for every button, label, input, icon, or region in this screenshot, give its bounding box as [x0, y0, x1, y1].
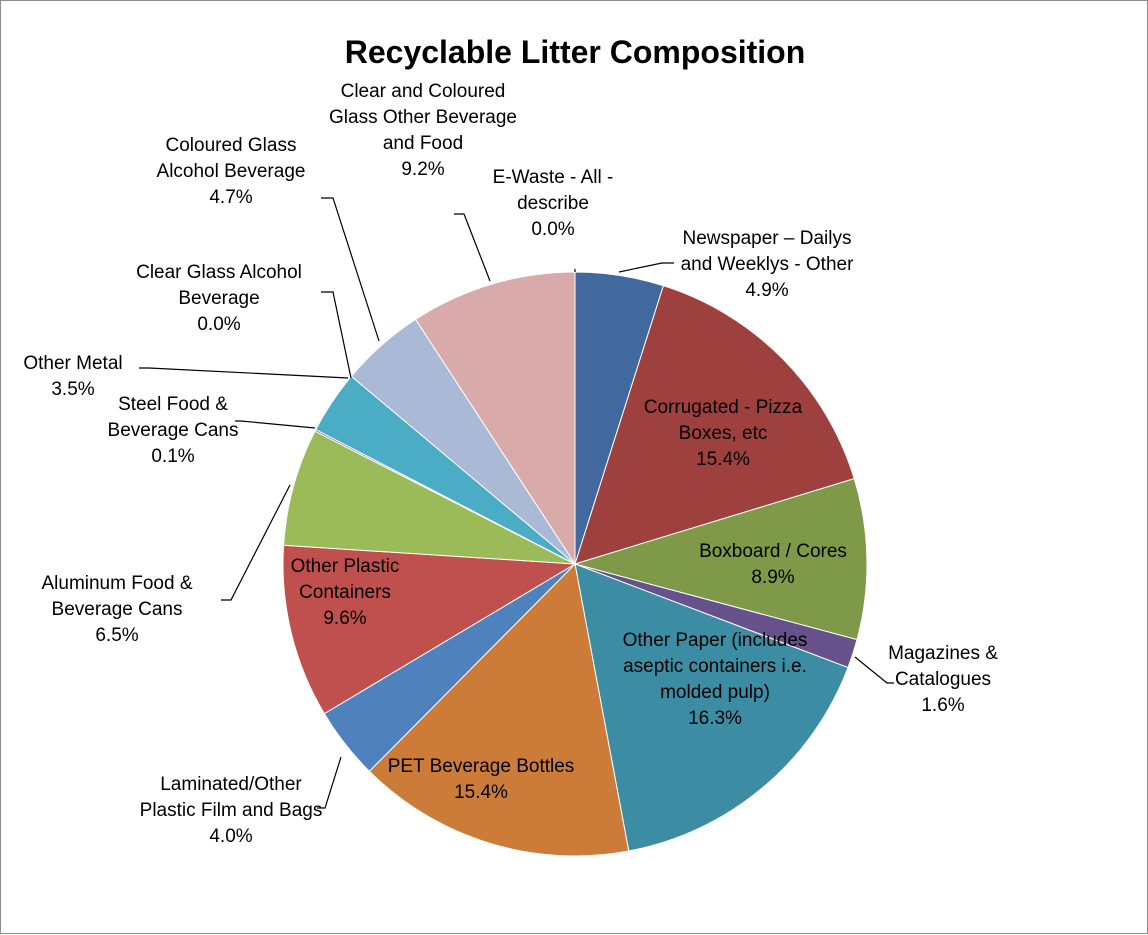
- data-label-other-plastic-containers: Other Plastic Containers 9.6%: [291, 556, 400, 629]
- pie-slice-corrugated-pizza-boxes-etc: [574, 285, 855, 565]
- data-label-line: 8.9%: [751, 567, 794, 588]
- data-label-line: 4.9%: [745, 280, 788, 301]
- data-label-line: 3.5%: [51, 379, 94, 400]
- data-label-clear-and-coloured-glass-other-beverage-and-food: Clear and Coloured Glass Other Beverage an…: [329, 81, 517, 180]
- data-labels: Newspaper – Dailys and Weeklys - Other 4.9…: [23, 81, 998, 847]
- data-label-clear-glass-alcohol-beverage: Clear Glass Alcohol Beverage 0.0%: [136, 262, 302, 335]
- data-label-other-paper-includes-aseptic-containers-i-e-molded-pulp: Other Paper (includes aseptic containers …: [623, 630, 808, 729]
- data-label-line: Boxes, etc: [679, 423, 768, 444]
- data-label-line: 0.0%: [531, 219, 574, 240]
- data-label-line: Corrugated - Pizza: [644, 397, 803, 418]
- data-label-line: Beverage: [178, 288, 259, 309]
- data-label-aluminum-food-beverage-cans: Aluminum Food & Beverage Cans 6.5%: [41, 573, 192, 646]
- data-label-line: and Weeklys - Other: [681, 254, 855, 275]
- data-label-line: Newspaper – Dailys: [683, 228, 852, 249]
- data-label-line: PET Beverage Bottles: [388, 756, 575, 777]
- leader-line-clear-and-coloured-glass-other-beverage-and-food: [454, 213, 491, 282]
- data-label-line: Other Metal: [23, 353, 122, 374]
- data-label-e-waste-all-describe: E-Waste - All - describe 0.0%: [493, 167, 614, 240]
- data-label-boxboard-cores: Boxboard / Cores 8.9%: [699, 541, 847, 588]
- data-label-laminated-other-plastic-film-and-bags: Laminated/Other Plastic Film and Bags 4.0%: [140, 774, 323, 847]
- data-label-line: Boxboard / Cores: [699, 541, 847, 562]
- data-label-line: 9.6%: [323, 608, 366, 629]
- data-label-line: 6.5%: [95, 625, 138, 646]
- leader-line-other-metal: [139, 367, 349, 379]
- pie-slice-other-plastic-containers: [282, 544, 577, 715]
- data-label-corrugated-pizza-boxes-etc: Corrugated - Pizza Boxes, etc 15.4%: [644, 397, 803, 470]
- data-label-line: 4.0%: [209, 826, 252, 847]
- leader-lines: [139, 197, 894, 809]
- pie-slice-aluminum-food-beverage-cans: [283, 430, 576, 565]
- data-label-line: molded pulp): [660, 682, 770, 703]
- data-label-line: Glass Other Beverage: [329, 107, 517, 128]
- data-label-pet-beverage-bottles: PET Beverage Bottles 15.4%: [388, 756, 575, 803]
- data-label-line: 15.4%: [454, 782, 508, 803]
- pie-slice-pet-beverage-bottles: [368, 562, 630, 857]
- chart-title: Recyclable Litter Composition: [345, 34, 806, 70]
- data-label-line: describe: [517, 193, 589, 214]
- data-label-line: Magazines &: [888, 643, 998, 664]
- data-label-line: and Food: [383, 133, 463, 154]
- data-label-line: Clear and Coloured: [341, 81, 506, 102]
- leader-line-clear-glass-alcohol-beverage: [321, 291, 352, 379]
- pie-slice-other-paper-includes-aseptic-containers-i-e-molded-pulp: [574, 563, 849, 852]
- data-label-line: 15.4%: [696, 449, 750, 470]
- data-label-line: Other Paper (includes: [623, 630, 808, 651]
- data-label-line: Plastic Film and Bags: [140, 800, 323, 821]
- data-label-line: Laminated/Other: [160, 774, 302, 795]
- data-label-line: 4.7%: [209, 187, 252, 208]
- data-label-line: Steel Food &: [118, 394, 228, 415]
- data-label-coloured-glass-alcohol-beverage: Coloured Glass Alcohol Beverage 4.7%: [157, 135, 306, 208]
- data-label-line: Beverage Cans: [108, 420, 239, 441]
- data-label-line: aseptic containers i.e.: [623, 656, 807, 677]
- data-label-line: Clear Glass Alcohol: [136, 262, 302, 283]
- leader-line-newspaper-dailys-and-weeklys-other: [618, 262, 674, 273]
- data-label-line: Alcohol Beverage: [157, 161, 306, 182]
- data-label-line: Catalogues: [895, 669, 991, 690]
- data-label-magazines-catalogues: Magazines & Catalogues 1.6%: [888, 643, 998, 716]
- data-label-line: Coloured Glass: [166, 135, 297, 156]
- data-label-line: Aluminum Food &: [41, 573, 192, 594]
- data-label-line: Beverage Cans: [52, 599, 183, 620]
- leader-line-laminated-other-plastic-film-and-bags: [317, 756, 342, 809]
- pie-slice-clear-and-coloured-glass-other-beverage-and-food: [414, 271, 576, 566]
- pie-slices: [282, 271, 868, 857]
- data-label-line: E-Waste - All -: [493, 167, 614, 188]
- data-label-line: 16.3%: [688, 708, 742, 729]
- data-label-line: 9.2%: [401, 159, 444, 180]
- data-label-line: 0.1%: [151, 446, 194, 467]
- data-label-line: 1.6%: [921, 695, 964, 716]
- leader-line-steel-food-beverage-cans: [235, 420, 316, 429]
- leader-line-magazines-catalogues: [854, 656, 894, 684]
- pie-slice-boxboard-cores: [573, 478, 868, 641]
- data-label-other-metal: Other Metal 3.5%: [23, 353, 122, 400]
- leader-line-coloured-glass-alcohol-beverage: [321, 197, 380, 342]
- data-label-line: Other Plastic: [291, 556, 400, 577]
- data-label-newspaper-dailys-and-weeklys-other: Newspaper – Dailys and Weeklys - Other 4.9…: [681, 228, 855, 301]
- data-label-line: Containers: [299, 582, 391, 603]
- data-label-line: 0.0%: [197, 314, 240, 335]
- data-label-steel-food-beverage-cans: Steel Food & Beverage Cans 0.1%: [108, 394, 239, 467]
- leader-line-aluminum-food-beverage-cans: [221, 484, 291, 601]
